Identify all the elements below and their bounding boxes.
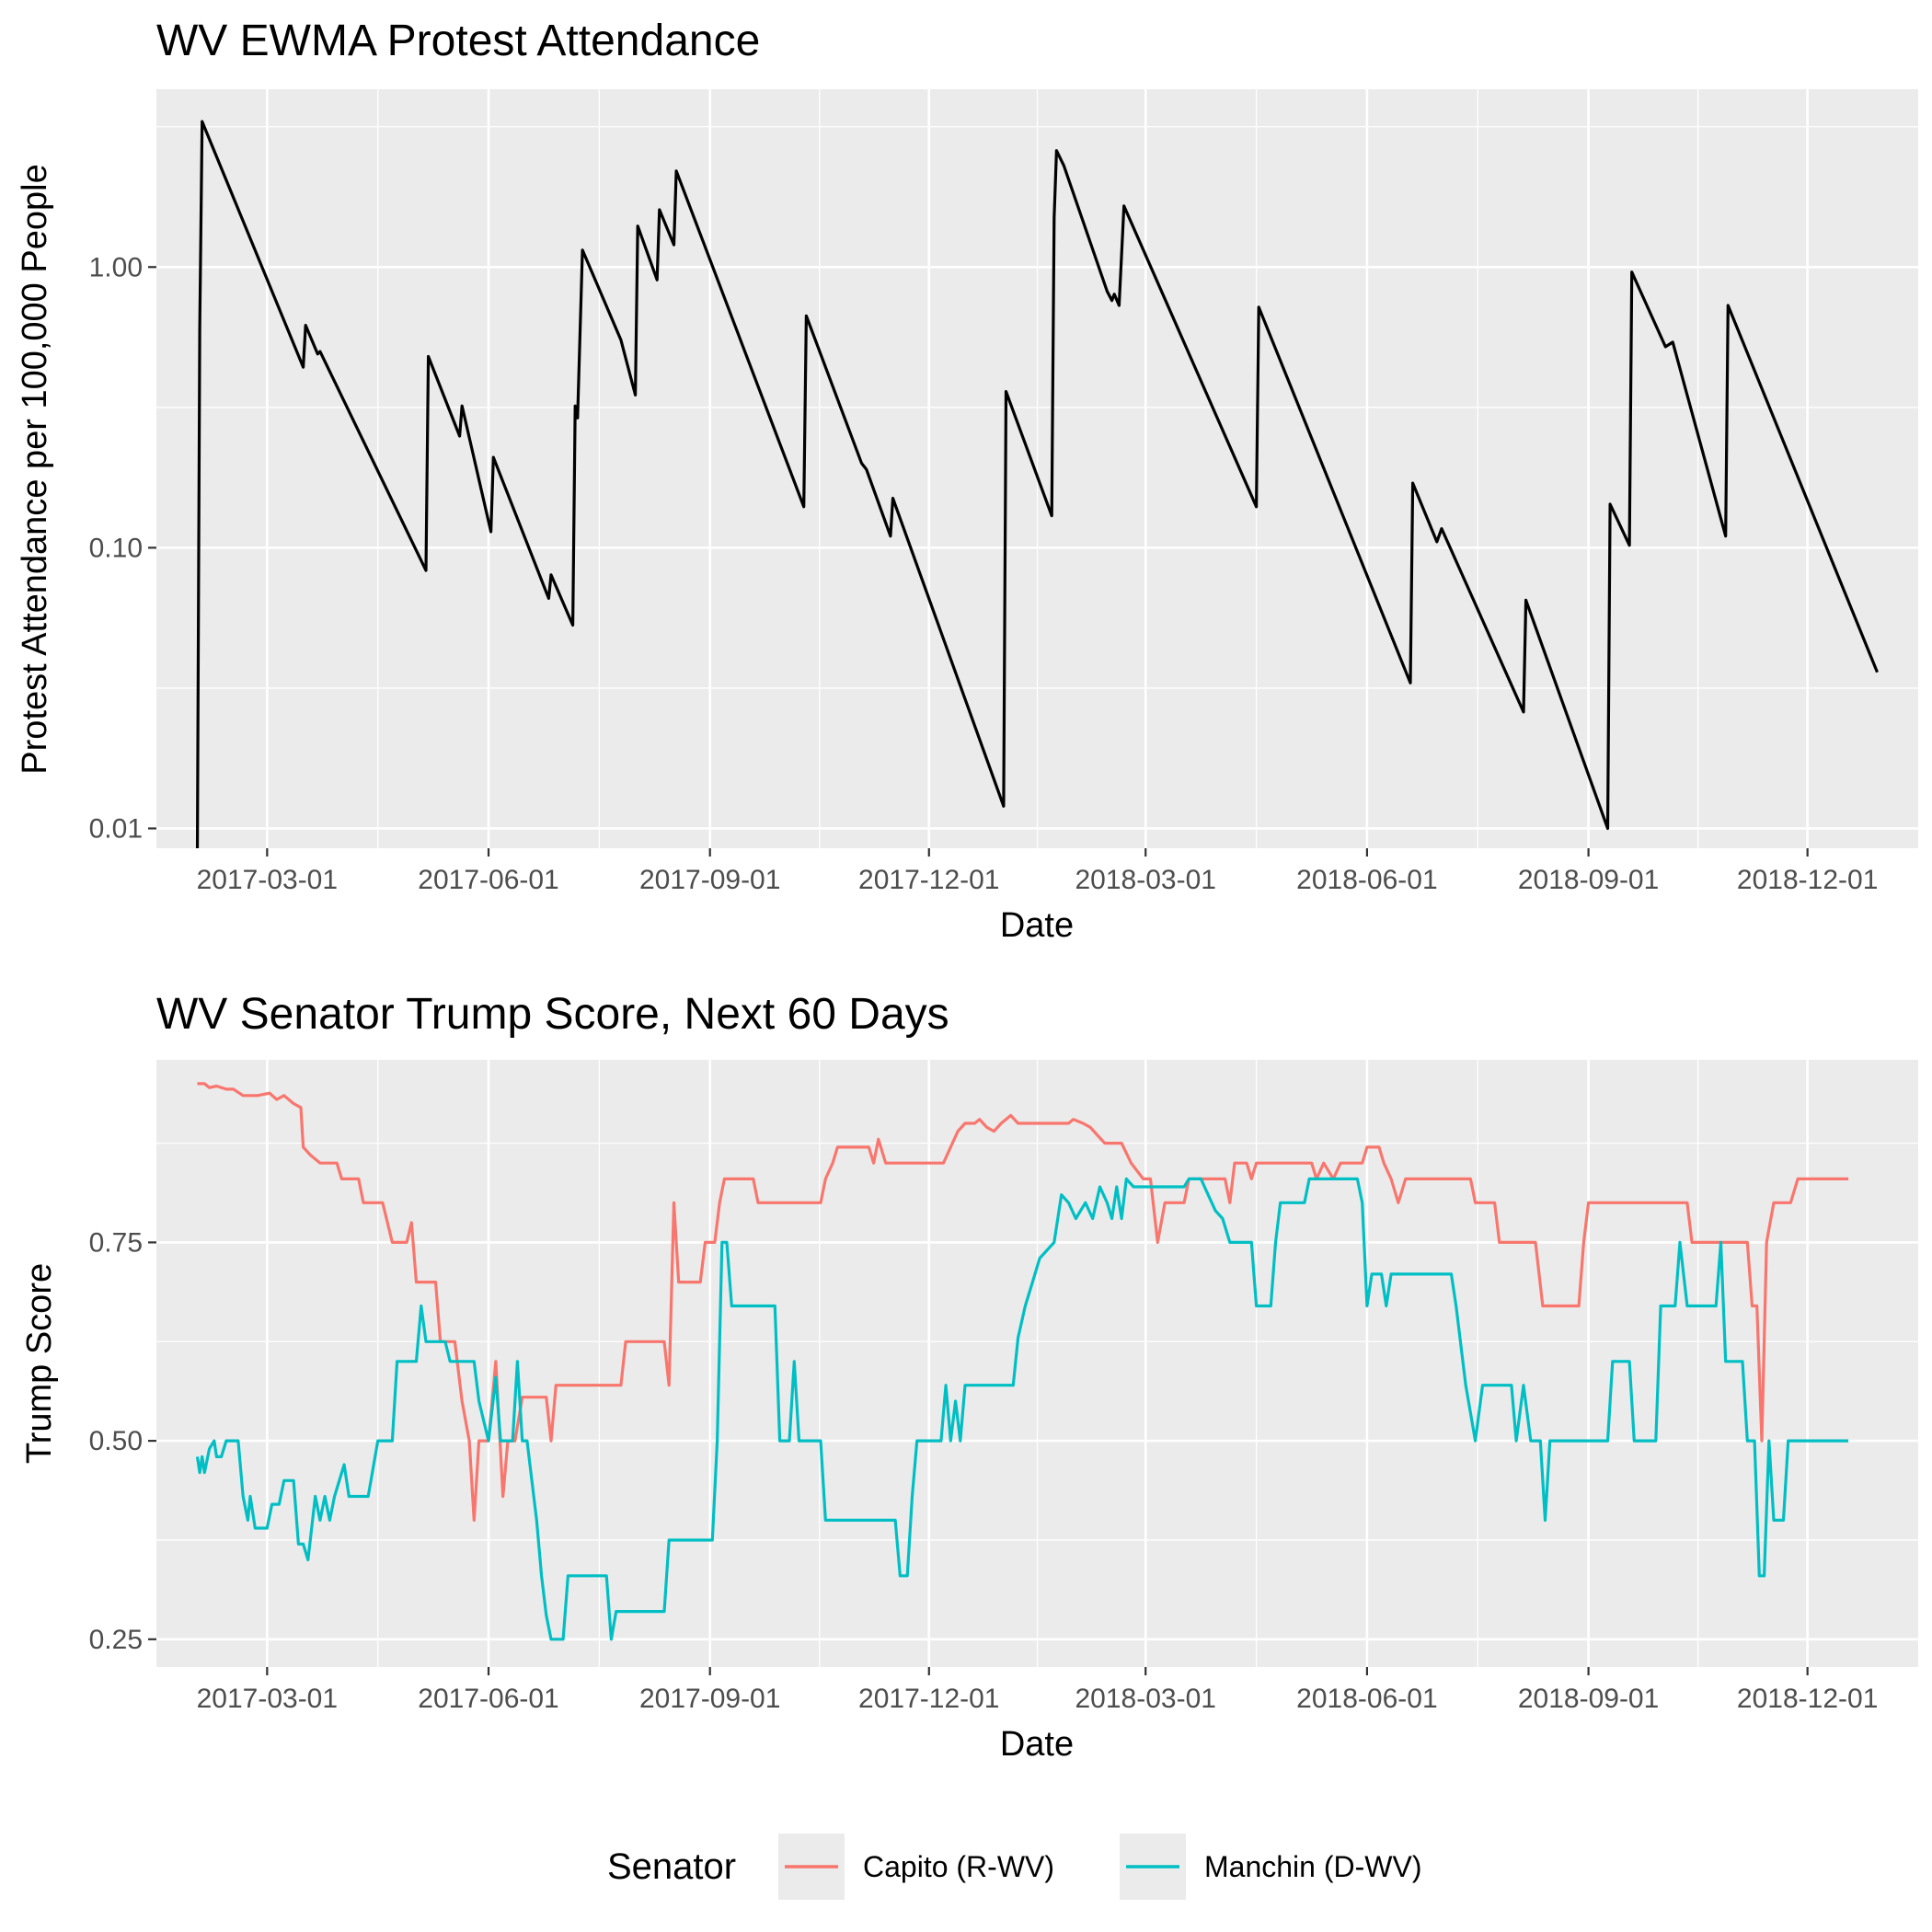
trump-score-gridlines (156, 1060, 1918, 1667)
trump-score-y-tick-label: 0.75 (89, 1227, 143, 1258)
trump-score-x-tick-label: 2017-06-01 (418, 1684, 558, 1714)
trump-score-x-axis: 2017-03-01 2017-06-01 2017-09-01 2017-12-01… (197, 1667, 1878, 1714)
legend: Senator Capito (R-WV) Manchin (D-WV) (607, 1834, 1421, 1900)
series-line-manchin-d-wv (195, 1177, 1849, 1641)
protest-y-tick-label: 1.00 (89, 252, 143, 282)
trump-score-x-tick-label: 2017-12-01 (858, 1684, 999, 1714)
protest-y-tick-label: 0.01 (89, 813, 143, 844)
trump-score-x-tick-label: 2017-09-01 (639, 1684, 780, 1714)
trump-score-x-tick-label: 2018-03-01 (1075, 1684, 1215, 1714)
legend-title: Senator (607, 1846, 736, 1887)
trump-score-chart-title: WV Senator Trump Score, Next 60 Days (156, 990, 949, 1039)
protest-x-tick-label: 2018-03-01 (1075, 865, 1215, 895)
protest-series-line (195, 120, 1879, 848)
legend-label-capito: Capito (R-WV) (863, 1850, 1054, 1883)
protest-y-axis-title: Protest Attendance per 100,000 People (16, 164, 54, 774)
protest-x-tick-label: 2018-12-01 (1737, 865, 1878, 895)
trump-score-x-tick-label: 2018-12-01 (1737, 1684, 1878, 1714)
protest-x-tick-label: 2017-09-01 (639, 865, 780, 895)
legend-label-manchin: Manchin (D-WV) (1204, 1850, 1421, 1883)
protest-x-axis: 2017-03-01 2017-06-01 2017-09-01 2017-12-01… (197, 848, 1878, 895)
trump-score-x-axis-title: Date (1000, 1725, 1074, 1764)
trump-score-y-axis: 0.25 0.50 0.75 (89, 1227, 156, 1655)
trump-score-y-tick-label: 0.25 (89, 1625, 143, 1655)
protest-chart-title: WV EWMA Protest Attendance (156, 17, 760, 65)
protest-x-tick-label: 2017-03-01 (197, 865, 338, 895)
protest-x-tick-label: 2018-06-01 (1296, 865, 1437, 895)
protest-x-tick-label: 2018-09-01 (1518, 865, 1659, 895)
series-line-capito-r-wv (197, 1082, 1849, 1523)
protest-x-axis-title: Date (1000, 906, 1074, 945)
protest-y-axis: 0.01 0.10 1.00 (89, 252, 156, 844)
protest-y-tick-label: 0.10 (89, 533, 143, 563)
protest-gridlines (156, 89, 1918, 848)
protest-attendance-chart: WV EWMA Protest Attendance 2017-03-01 201… (16, 17, 1918, 945)
trump-score-x-tick-label: 2018-06-01 (1296, 1684, 1437, 1714)
trump-score-y-tick-label: 0.50 (89, 1426, 143, 1456)
trump-score-chart: WV Senator Trump Score, Next 60 Days 201… (20, 990, 1918, 1764)
protest-x-tick-label: 2017-12-01 (858, 865, 999, 895)
protest-x-tick-label: 2017-06-01 (418, 865, 558, 895)
trump-score-x-tick-label: 2017-03-01 (197, 1684, 338, 1714)
trump-score-x-tick-label: 2018-09-01 (1518, 1684, 1659, 1714)
protest-series (195, 120, 1879, 848)
trump-score-y-axis-title: Trump Score (20, 1263, 59, 1464)
trump-score-series (195, 1082, 1849, 1641)
